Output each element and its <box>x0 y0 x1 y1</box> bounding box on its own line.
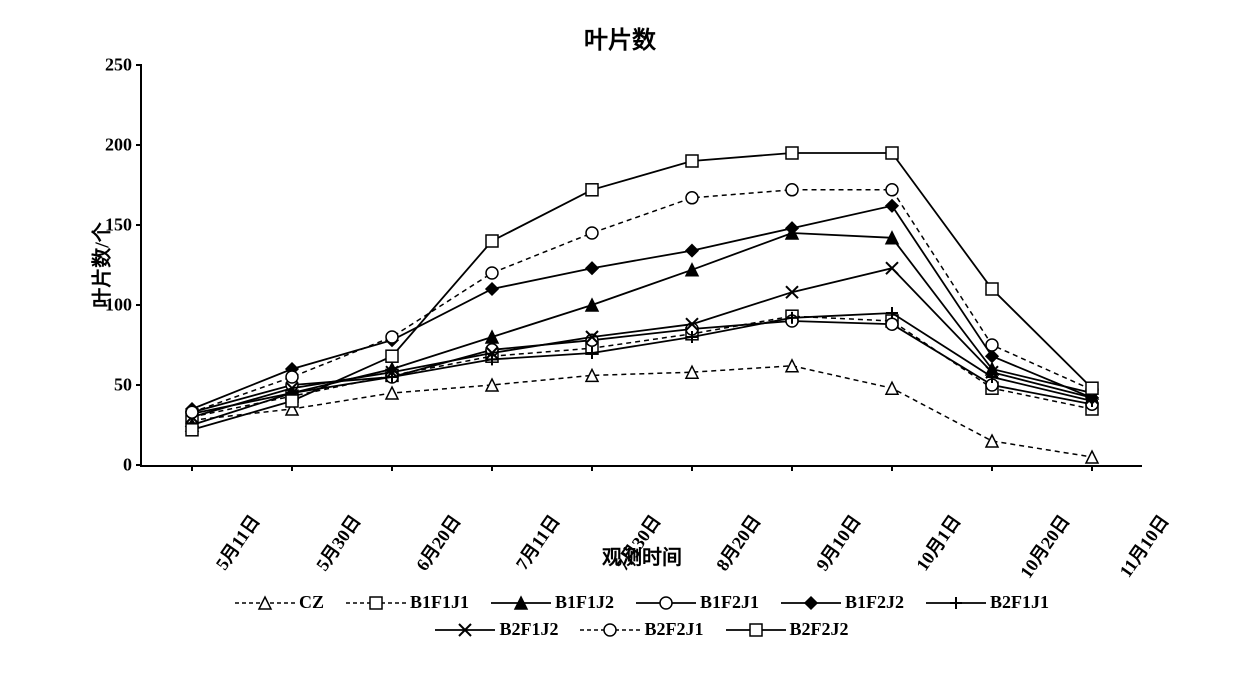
x-tick-label: 10月1日 <box>909 509 966 576</box>
legend-swatch <box>346 593 406 613</box>
legend-item-B1F1J2: B1F1J2 <box>491 592 614 613</box>
legend-label: B1F1J2 <box>555 592 614 613</box>
y-tick-label: 50 <box>92 375 132 396</box>
x-tick-label: 7月11日 <box>508 509 565 575</box>
y-tick-label: 200 <box>92 135 132 156</box>
legend-label: B2F1J2 <box>499 619 558 640</box>
legend-swatch <box>926 593 986 613</box>
legend-item-B2F1J2: B2F1J2 <box>435 619 558 640</box>
legend: CZ B1F1J1 B1F1J2 B1F2J1 B1F2J2 B2F1J1 <box>167 592 1117 640</box>
legend-swatch <box>235 593 295 613</box>
y-tick-label: 100 <box>92 295 132 316</box>
series-line-B2F2J1 <box>192 190 1092 412</box>
series-line-CZ <box>192 366 1092 457</box>
legend-swatch <box>435 620 495 640</box>
x-tick-label: 6月20日 <box>409 509 466 576</box>
legend-label: B1F2J1 <box>700 592 759 613</box>
legend-label: B2F1J1 <box>990 592 1049 613</box>
x-axis-label: 观测时间 <box>602 541 682 570</box>
x-tick-label: 10月20日 <box>1013 509 1076 583</box>
plot-area: 叶片数/个 050100150200250 5月11日5月30日6月20日7月1… <box>140 65 1142 467</box>
legend-swatch <box>580 620 640 640</box>
legend-label: B2F2J2 <box>790 619 849 640</box>
legend-item-B2F2J2: B2F2J2 <box>726 619 849 640</box>
legend-item-B1F2J1: B1F2J1 <box>636 592 759 613</box>
legend-swatch <box>726 620 786 640</box>
legend-label: B2F2J1 <box>644 619 703 640</box>
x-tick-label: 8月20日 <box>709 509 766 576</box>
series-line-B1F1J2 <box>192 233 1092 425</box>
y-tick-label: 250 <box>92 55 132 76</box>
legend-swatch <box>491 593 551 613</box>
legend-swatch <box>781 593 841 613</box>
legend-label: CZ <box>299 592 324 613</box>
x-tick-label: 5月11日 <box>208 509 265 575</box>
legend-swatch <box>636 593 696 613</box>
chart-title: 叶片数 <box>20 20 1220 55</box>
legend-item-B1F1J1: B1F1J1 <box>346 592 469 613</box>
x-tick-label: 5月30日 <box>309 509 366 576</box>
legend-label: B1F2J2 <box>845 592 904 613</box>
legend-item-B2F2J1: B2F2J1 <box>580 619 703 640</box>
y-tick-label: 150 <box>92 215 132 236</box>
series-line-B1F2J2 <box>192 206 1092 409</box>
y-tick-label: 0 <box>92 455 132 476</box>
line-chart: 叶片数 叶片数/个 050100150200250 5月11日5月30日6月20… <box>20 20 1220 660</box>
legend-label: B1F1J1 <box>410 592 469 613</box>
legend-item-B2F1J1: B2F1J1 <box>926 592 1049 613</box>
x-tick-label: 9月10日 <box>809 509 866 576</box>
legend-item-B1F2J2: B1F2J2 <box>781 592 904 613</box>
chart-lines <box>142 65 1142 465</box>
legend-item-CZ: CZ <box>235 592 324 613</box>
x-tick-label: 11月10日 <box>1112 509 1174 582</box>
